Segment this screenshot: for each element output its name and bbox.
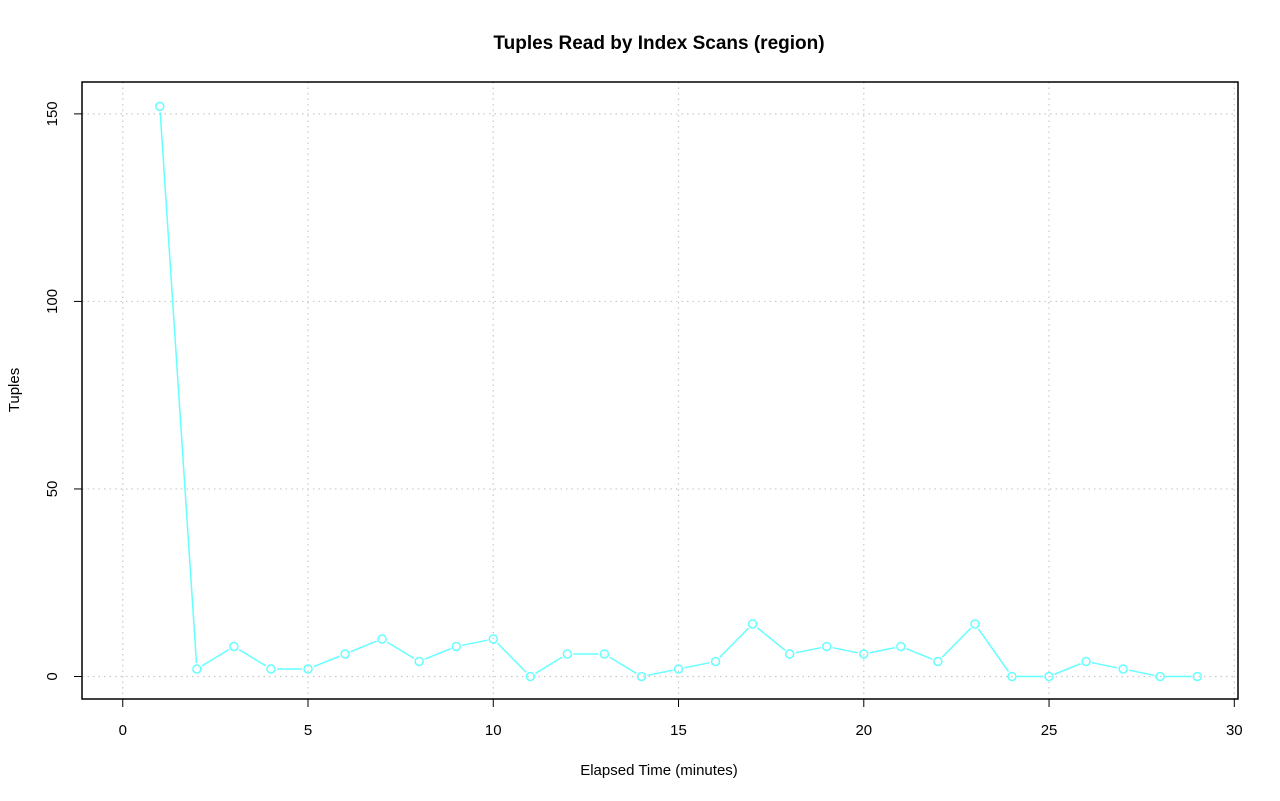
chart-title: Tuples Read by Index Scans (region): [493, 33, 824, 54]
grid-lines: [82, 82, 1238, 699]
data-point: [636, 671, 647, 682]
x-tick-label: 5: [304, 722, 312, 739]
data-point: [970, 619, 980, 629]
y-axis: 0 50 100 150: [44, 101, 82, 681]
y-tick-label: 0: [44, 672, 61, 680]
series-segment: [1128, 669, 1155, 677]
x-tick-label: 15: [670, 722, 687, 739]
data-point: [1007, 671, 1017, 682]
data-point: [1155, 671, 1165, 682]
series-segment: [313, 655, 340, 668]
data-point: [710, 656, 721, 667]
series-segment: [869, 646, 896, 654]
series-segment: [684, 661, 710, 669]
series-segment: [977, 628, 1010, 673]
data-point: [933, 656, 943, 667]
x-axis-label: Elapsed Time (minutes): [580, 762, 738, 779]
data-point: [229, 641, 239, 652]
series-segment: [535, 656, 563, 675]
data-point: [266, 664, 276, 674]
series-segment: [1091, 661, 1118, 669]
data-point: [896, 641, 906, 652]
data-point: [488, 634, 499, 644]
data-point: [451, 641, 461, 652]
data-point: [155, 101, 165, 112]
series-segment: [647, 669, 673, 677]
data-point: [1118, 664, 1128, 674]
data-point: [1081, 656, 1091, 667]
data-point: [673, 664, 684, 674]
data-point: [784, 649, 795, 659]
series-segment: [238, 648, 267, 667]
data-point: [414, 656, 424, 667]
series-segment: [941, 627, 972, 658]
series-segment: [424, 648, 451, 660]
series-segment: [496, 642, 527, 673]
x-tick-label: 10: [485, 722, 502, 739]
series-segment: [906, 648, 933, 660]
series-segment: [756, 627, 786, 651]
y-axis-label: Tuples: [6, 368, 23, 412]
series-segment: [350, 640, 377, 653]
data-point: [1192, 671, 1202, 682]
series-segment: [609, 656, 637, 675]
data-point: [1044, 671, 1054, 682]
series-segment: [461, 639, 488, 647]
data-point: [303, 664, 313, 674]
y-tick-label: 100: [44, 289, 61, 314]
series-segment: [201, 648, 230, 667]
data-point: [562, 649, 573, 659]
x-tick-label: 20: [855, 722, 872, 739]
y-tick-label: 150: [44, 101, 61, 126]
data-point: [747, 619, 758, 629]
x-tick-label: 25: [1041, 722, 1058, 739]
plot-frame: [81, 81, 1239, 700]
series-segment: [795, 646, 821, 654]
data-point: [859, 649, 869, 659]
data-point: [340, 649, 350, 659]
series-segment: [159, 112, 198, 664]
series-segment: [1054, 663, 1081, 675]
y-tick-label: 50: [44, 481, 61, 498]
x-tick-label: 0: [119, 722, 127, 739]
data-point: [525, 671, 536, 682]
series-segment: [832, 646, 859, 654]
series-segment: [719, 627, 749, 658]
data-point: [377, 634, 387, 644]
x-tick-label: 30: [1226, 722, 1243, 739]
data-point: [599, 649, 610, 659]
series-segment: [386, 641, 415, 660]
series-layer: [155, 101, 1202, 682]
data-point: [192, 664, 202, 674]
x-axis: 0 5 10 15 20 25 30: [119, 698, 1243, 739]
data-point: [821, 641, 832, 652]
